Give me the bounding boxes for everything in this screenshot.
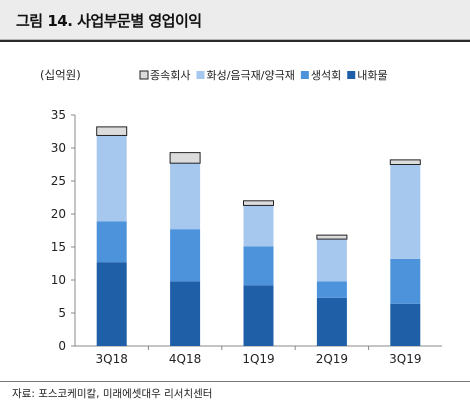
legend-swatch [300,71,309,79]
y-tick-label: 25 [51,174,66,188]
bar-segment [390,164,421,259]
bar-segment [316,234,348,240]
bar-segment [390,258,421,304]
title-bar: 그림 14. 사업부문별 영업이익 [0,0,470,40]
bar-segment [96,126,128,136]
bar-segment [243,246,274,286]
bar-segment [243,285,274,346]
legend-label: 종속회사 [150,69,190,82]
bars [96,126,421,346]
bar-segment [316,239,347,282]
y-tick-label: 15 [51,240,66,254]
bar-segment [96,221,127,263]
legend-label: 생석회 [311,69,341,82]
y-tick-label: 35 [51,108,66,122]
bar-segment [316,281,347,298]
x-tick-label: 4Q18 [169,352,201,366]
source-divider [0,381,470,382]
y-tick-label: 10 [51,273,66,287]
bar-segment [170,281,201,346]
bar-segment [169,152,201,164]
y-tick-label: 0 [58,339,66,353]
legend-swatch [347,71,356,79]
bar-segment [170,229,201,282]
x-tick-label: 2Q19 [316,352,348,366]
y-tick-label: 20 [51,207,66,221]
bar-segment [243,205,274,247]
title-underline [0,40,470,42]
source-note: 자료: 포스코케미칼, 미래에셋대우 리서치센터 [12,388,213,400]
bar-segment [390,303,421,346]
legend-label: 내화물 [357,69,387,82]
x-tick-label: 3Q18 [96,352,128,366]
chart-title: 그림 14. 사업부문별 영업이익 [16,12,202,30]
legend: 종속회사 화성/음극재/양극재 생석회 내화물 [139,69,388,82]
bar-segment [316,297,347,346]
axes: 0 5 10 15 20 25 30 35 3Q18 4Q18 1Q19 2Q19 3Q19 (십억원) [40,68,442,366]
bar-segment [96,135,127,222]
y-tick-label: 5 [58,306,66,320]
x-tick-label: 3Q19 [389,352,421,366]
y-unit-label: (십억원) [40,68,81,82]
bar-segment [389,159,421,166]
legend-swatch [139,70,149,80]
bar-segment [170,163,201,230]
bar-segment [243,200,274,206]
legend-swatch [196,71,205,79]
bar-segment [96,262,127,346]
x-tick-label: 1Q19 [242,352,274,366]
y-tick-label: 30 [51,141,66,155]
legend-label: 화성/음극재/양극재 [206,69,294,82]
